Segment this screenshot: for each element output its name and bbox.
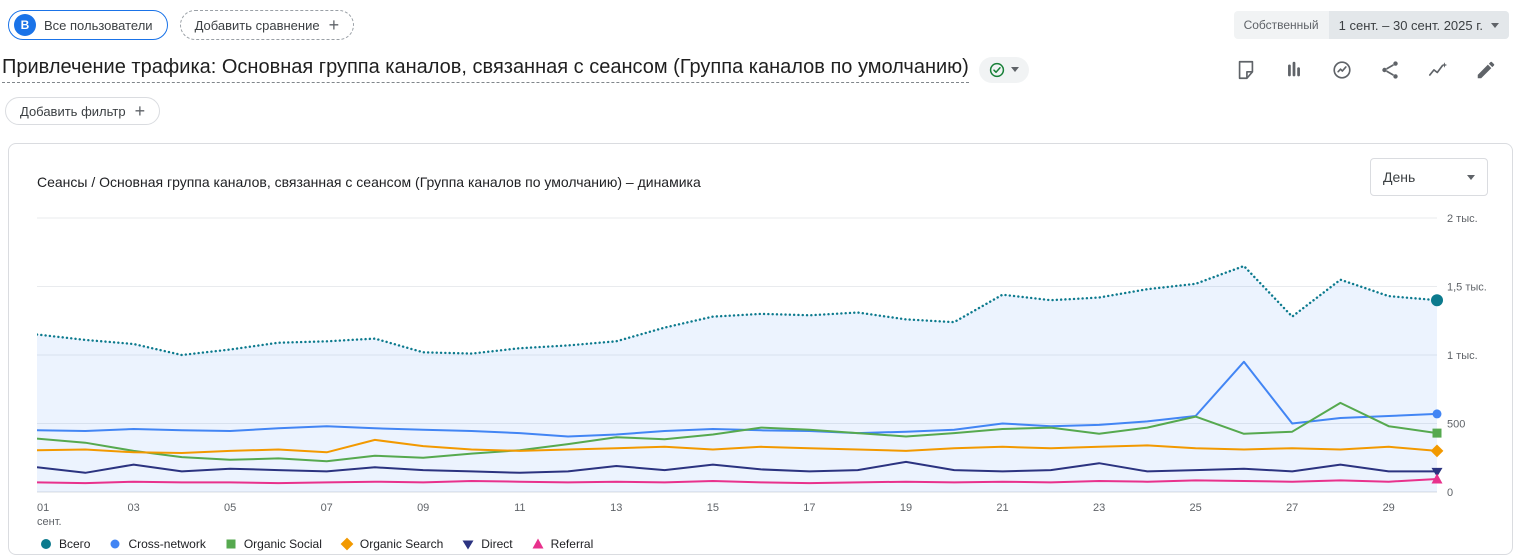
top-bar: В Все пользователи Добавить сравнение + …	[0, 0, 1521, 40]
legend-item-3: Organic Search	[340, 537, 443, 551]
page-title[interactable]: Привлечение трафика: Основная группа кан…	[2, 56, 969, 83]
svg-text:1,5 тыс.: 1,5 тыс.	[1447, 282, 1487, 294]
compare-bars-icon[interactable]	[1283, 59, 1305, 81]
legend-item-1: Cross-network	[108, 537, 206, 551]
svg-text:17: 17	[803, 502, 815, 514]
legend-marker-icon	[110, 539, 120, 549]
legend-marker-icon	[226, 539, 236, 549]
svg-text:05: 05	[224, 502, 236, 514]
granularity-value: День	[1383, 169, 1416, 185]
add-comparison-button[interactable]: Добавить сравнение +	[179, 10, 355, 40]
svg-text:19: 19	[900, 502, 912, 514]
legend-label: Organic Search	[359, 537, 444, 551]
audience-avatar: В	[14, 14, 36, 36]
date-range-value-wrap[interactable]: 1 сент. – 30 сент. 2025 г.	[1328, 11, 1509, 39]
insights-circle-icon[interactable]	[1331, 59, 1353, 81]
svg-text:03: 03	[127, 502, 139, 514]
chart-legend: Всего Cross-network Organic Social Organic …	[9, 535, 1512, 551]
stats-sparkline-icon[interactable]	[1427, 59, 1449, 81]
legend-label: Cross-network	[128, 537, 206, 551]
edit-pencil-icon[interactable]	[1475, 59, 1497, 81]
note-icon[interactable]	[1235, 59, 1257, 81]
svg-text:13: 13	[610, 502, 622, 514]
plus-icon: +	[328, 15, 340, 35]
share-icon[interactable]	[1379, 59, 1401, 81]
add-comparison-label: Добавить сравнение	[194, 17, 320, 33]
audience-chip-all-users[interactable]: В Все пользователи	[8, 10, 168, 40]
svg-text:15: 15	[707, 502, 719, 514]
audience-chip-label: Все пользователи	[44, 17, 153, 33]
legend-item-5: Referral	[531, 537, 594, 551]
legend-item-0: Всего	[39, 537, 90, 551]
filter-row: Добавить фильтр +	[0, 83, 1521, 125]
svg-text:23: 23	[1093, 502, 1105, 514]
add-filter-button[interactable]: Добавить фильтр +	[5, 97, 161, 125]
granularity-select[interactable]: День	[1370, 158, 1488, 196]
report-header: Привлечение трафика: Основная группа кан…	[0, 40, 1521, 83]
svg-text:25: 25	[1189, 502, 1201, 514]
chevron-down-icon	[1491, 22, 1499, 28]
legend-marker-icon	[41, 539, 51, 549]
svg-text:1 тыс.: 1 тыс.	[1447, 350, 1478, 362]
chevron-down-icon	[1467, 174, 1475, 180]
legend-item-2: Organic Social	[224, 537, 322, 551]
svg-text:0: 0	[1447, 487, 1453, 499]
legend-item-4: Direct	[461, 537, 513, 551]
legend-label: Всего	[59, 537, 91, 551]
svg-text:21: 21	[996, 502, 1008, 514]
date-range-picker[interactable]: Собственный 1 сент. – 30 сент. 2025 г.	[1233, 11, 1509, 39]
legend-label: Direct	[481, 537, 513, 551]
legend-marker-icon	[532, 538, 544, 549]
legend-marker-icon	[340, 537, 354, 551]
chevron-down-icon	[1010, 67, 1019, 72]
legend-marker-icon	[462, 540, 474, 550]
sessions-line-chart[interactable]: 0 500 1 тыс. 1,5 тыс. 2 тыс. 01 сент. 03 05 07 09 1…	[35, 208, 1497, 530]
svg-text:11: 11	[514, 502, 525, 514]
plus-icon: +	[134, 101, 146, 121]
svg-text:07: 07	[321, 502, 333, 514]
add-filter-label: Добавить фильтр	[20, 103, 126, 119]
legend-label: Organic Social	[243, 537, 322, 551]
svg-text:500: 500	[1447, 419, 1465, 431]
chart-card-header: Сеансы / Основная группа каналов, связан…	[9, 158, 1512, 196]
svg-text:01: 01	[37, 502, 49, 514]
chart-card: Сеансы / Основная группа каналов, связан…	[8, 143, 1513, 555]
svg-text:27: 27	[1286, 502, 1298, 514]
svg-text:2 тыс.: 2 тыс.	[1447, 213, 1478, 225]
chart-area: 0 500 1 тыс. 1,5 тыс. 2 тыс. 01 сент. 03 05 07 09 1…	[9, 196, 1512, 535]
svg-text:09: 09	[417, 502, 429, 514]
ownership-label: Собственный	[1243, 18, 1319, 32]
status-check-icon	[989, 62, 1004, 77]
svg-text:29: 29	[1383, 502, 1395, 514]
report-actions	[1235, 59, 1503, 81]
svg-text:сент.: сент.	[37, 516, 62, 528]
date-range-value: 1 сент. – 30 сент. 2025 г.	[1338, 17, 1483, 33]
report-status-badge[interactable]	[978, 56, 1029, 83]
legend-label: Referral	[550, 537, 594, 551]
chart-title: Сеансы / Основная группа каналов, связан…	[37, 174, 701, 190]
